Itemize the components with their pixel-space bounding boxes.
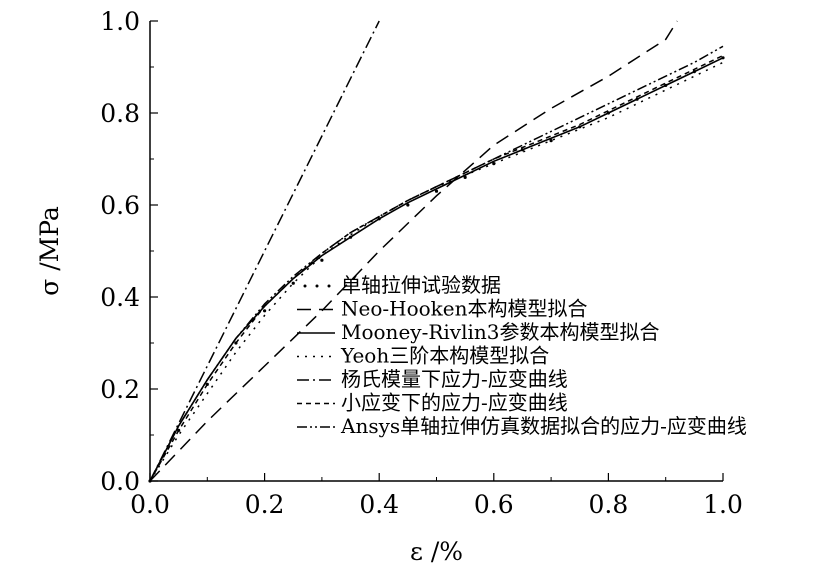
data-point [406, 203, 410, 207]
legend-item: Ansys单轴拉伸仿真数据拟合的应力-应变曲线 [297, 414, 747, 438]
legend-label: Yeoh三阶本构模型拟合 [340, 344, 549, 368]
x-tick-label: 0.6 [474, 490, 514, 519]
series-layer [148, 20, 725, 483]
legend-item: Yeoh三阶本构模型拟合 [297, 344, 549, 368]
legend-label: 单轴拉伸试验数据 [341, 273, 501, 297]
series-2 [149, 57, 724, 482]
data-point [549, 139, 553, 143]
x-tick-label: 0.2 [245, 490, 285, 519]
x-tick-label: 0.4 [359, 490, 399, 519]
legend-item: 单轴拉伸试验数据 [303, 273, 501, 297]
data-point [463, 175, 467, 179]
axis-ticks: 0.0 0.2 0.4 0.6 0.8 1.0 0.0 0.2 0.4 0.6 0.8 1.0 [100, 7, 743, 519]
legend-label: Mooney-Rivlin3参数本构模型拟合 [341, 320, 660, 344]
data-point [320, 258, 324, 262]
legend-item: 小应变下的应力-应变曲线 [297, 391, 568, 415]
y-tick-label: 0.6 [100, 191, 140, 220]
legend-item: Mooney-Rivlin3参数本构模型拟合 [297, 320, 660, 344]
x-tick-label: 0.8 [589, 490, 629, 519]
legend-marker [303, 284, 307, 288]
x-tick-label: 0.0 [130, 490, 170, 519]
y-tick-label: 0.4 [100, 283, 140, 312]
legend-label: Ansys单轴拉伸仿真数据拟合的应力-应变曲线 [340, 414, 747, 438]
legend: 单轴拉伸试验数据Neo-Hooken本构模型拟合Mooney-Rivlin3参数… [297, 273, 747, 438]
y-axis-title: σ /MPa [35, 206, 64, 296]
y-tick-label: 0.0 [100, 467, 140, 496]
y-tick-label: 0.8 [100, 99, 140, 128]
series-line [149, 45, 724, 482]
series-4 [149, 20, 380, 482]
series-line [149, 57, 724, 482]
series-line [149, 20, 380, 482]
data-point [434, 189, 439, 193]
y-tick-label: 0.2 [100, 375, 140, 404]
x-tick-label: 1.0 [703, 490, 743, 519]
series-3 [149, 61, 724, 482]
data-point [263, 309, 267, 313]
legend-marker [327, 284, 331, 288]
legend-marker [315, 284, 319, 288]
data-point [291, 281, 295, 285]
series-1 [149, 20, 678, 482]
series-line [149, 20, 678, 482]
series-line [149, 61, 724, 482]
legend-item: Neo-Hooken本构模型拟合 [297, 297, 588, 321]
series-6 [149, 45, 724, 482]
legend-item: 杨氏模量下应力-应变曲线 [297, 367, 568, 391]
legend-label: 杨氏模量下应力-应变曲线 [341, 367, 568, 391]
legend-label: 小应变下的应力-应变曲线 [341, 391, 568, 415]
legend-label: Neo-Hooken本构模型拟合 [341, 297, 588, 321]
y-tick-label: 1.0 [100, 7, 140, 36]
x-axis-title: ε /% [410, 537, 463, 566]
